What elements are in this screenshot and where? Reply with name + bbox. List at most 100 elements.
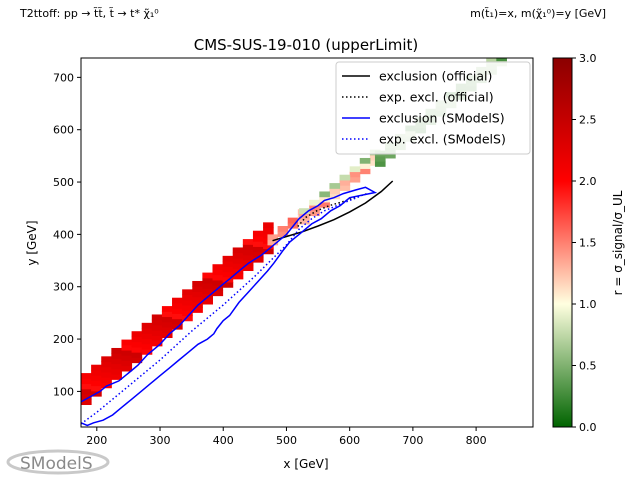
heatmap-cell [267,234,279,241]
heatmap-cell [81,394,92,400]
heatmap-cell [192,307,203,313]
heatmap-cell [267,239,279,246]
heatmap-cell [131,352,143,358]
heatmap-cell [222,266,234,273]
heatmap-cell [359,157,371,164]
colorbar-tick-label: 0.0 [579,421,597,434]
heatmap-cell [182,305,193,311]
heatmap-cell [182,294,193,301]
header-left: T2ttoff: pp → t̃t̃, t̃ → t* χ̃₁⁰ [19,7,159,20]
heatmap-cell [131,336,143,343]
colorbar-tick-label: 3.0 [579,52,597,65]
heatmap-cell [192,296,203,303]
header-right: m(t̃₁)=x, m(χ̃₁⁰)=y [GeV] [470,7,606,20]
heatmap-cell [172,302,183,309]
heatmap-cell [339,179,351,186]
heatmap-cell [81,373,92,379]
heatmap-cell [242,239,254,245]
heatmap-cell [121,350,133,356]
heatmap-cell [222,271,234,278]
heatmap-cell [232,257,244,264]
heatmap-cell [81,388,92,395]
heatmap-cell [161,327,173,333]
heatmap-cell [222,255,234,262]
heatmap-cell [319,201,330,208]
heatmap-cell [121,360,133,367]
heatmap-cell [299,218,310,225]
heatmap-cell [309,199,320,206]
colorbar-fill [552,57,573,428]
heatmap-cell [242,249,254,256]
heatmap-cell [182,289,193,296]
heatmap-cell [242,254,254,261]
heatmap-cell [91,364,102,371]
heatmap-cell [359,168,371,175]
heatmap-cell [263,243,274,250]
heatmap-cell [222,282,234,288]
heatmap-cell [141,333,153,340]
heatmap-cell [242,244,254,251]
y-tick-label: 400 [53,228,74,241]
heatmap-cell [182,310,193,317]
heatmap-cell [486,58,497,65]
x-tick-label: 800 [466,434,487,447]
y-tick-label: 200 [53,333,74,346]
heatmap-cell [232,247,244,254]
colorbar-tick-label: 2.0 [579,175,597,188]
heatmap-cell [212,279,224,286]
heatmap-cell [202,272,213,279]
heatmap-cell [287,217,299,224]
colorbar-tick-label: 1.0 [579,298,597,311]
heatmap-cell [202,283,213,289]
heatmap-cell [192,286,203,292]
heatmap-cell [299,208,310,214]
y-tick-label: 500 [53,176,74,189]
heatmap-cell [263,227,274,234]
heatmap-cell [131,331,143,337]
heatmap-cell [263,222,274,229]
heatmap-cell [252,246,264,253]
heatmap-cell [161,306,173,312]
heatmap-cell [111,347,122,354]
smodels-logo: SModelS [6,449,110,475]
y-tick-label: 600 [53,124,74,137]
heatmap-cell [141,349,153,355]
x-tick-label: 500 [276,434,297,447]
heatmap-cell [141,328,153,334]
heatmap-cell [299,213,310,220]
y-axis-ticks: 100 200 300 400 500 600 700 [53,71,81,398]
heatmap-cell [101,377,112,384]
colorbar-tick-label: 1.5 [579,237,597,250]
x-axis-label: x [GeV] [283,457,328,471]
heatmap-cell [131,346,143,353]
y-tick-label: 100 [53,385,74,398]
heatmap-cell [91,385,102,392]
heatmap-cell [339,174,351,181]
heatmap-cell [192,280,203,287]
y-tick-label: 300 [53,281,74,294]
heatmap-cell [252,251,264,258]
heatmap-cell [111,363,122,370]
plot-frame [80,57,534,428]
heatmap-cell [172,313,183,320]
heatmap-cell [252,256,264,263]
x-tick-label: 300 [150,434,171,447]
heatmap-cell [192,291,203,298]
colorbar-label: r = σ_signal/σ_UL [611,190,625,295]
heatmap-cell [151,324,163,331]
heatmap-cell [309,210,320,217]
heatmap-cell [319,191,330,198]
heatmap-cell [121,344,133,351]
exclusion-curves [81,180,394,427]
heatmap-cell [277,231,289,237]
heatmap-cell [212,290,224,297]
heatmap-cell [172,308,183,314]
heatmap-cell [161,316,173,323]
heatmap-cell [349,176,361,183]
heatmap-cell [252,235,264,242]
heatmap-cell [339,185,351,191]
heatmap-cell [349,166,361,173]
heatmap-cell [232,273,244,280]
chart-title: CMS-SUS-19-010 (upperLimit) [194,36,419,54]
logo-swoosh [6,449,110,475]
